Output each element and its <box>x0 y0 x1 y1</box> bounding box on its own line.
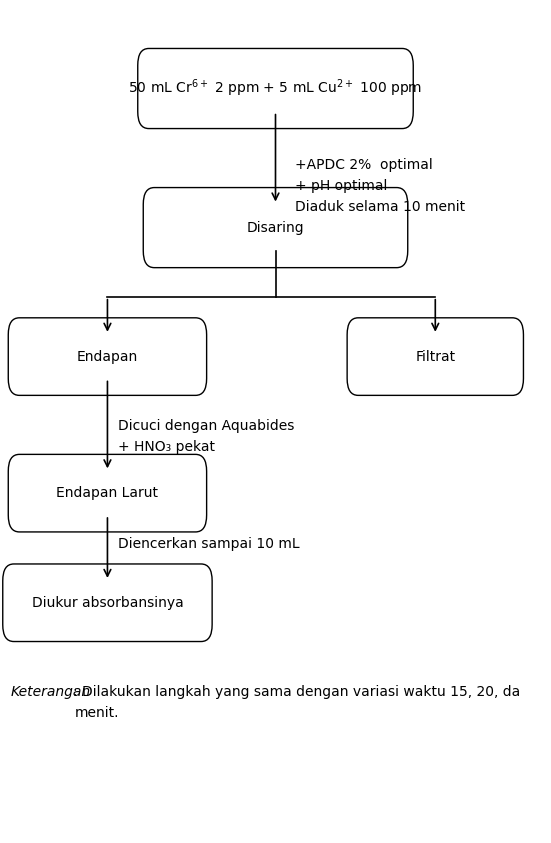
Text: Keterangan: Keterangan <box>11 685 91 699</box>
Text: 50 mL Cr$^{6+}$ 2 ppm + 5 mL Cu$^{2+}$ 100 ppm: 50 mL Cr$^{6+}$ 2 ppm + 5 mL Cu$^{2+}$ 1… <box>128 78 423 99</box>
Text: Filtrat: Filtrat <box>415 350 455 363</box>
FancyBboxPatch shape <box>138 48 413 128</box>
Text: Disaring: Disaring <box>247 221 304 234</box>
Text: Dicuci dengan Aquabides
+ HNO₃ pekat: Dicuci dengan Aquabides + HNO₃ pekat <box>118 419 295 454</box>
Text: Endapan: Endapan <box>77 350 138 363</box>
FancyBboxPatch shape <box>3 564 212 642</box>
FancyBboxPatch shape <box>8 454 207 532</box>
Text: menit.: menit. <box>74 706 119 720</box>
Text: : Dilakukan langkah yang sama dengan variasi waktu 15, 20, da: : Dilakukan langkah yang sama dengan var… <box>73 685 520 699</box>
FancyBboxPatch shape <box>143 187 408 268</box>
FancyBboxPatch shape <box>8 318 207 395</box>
FancyBboxPatch shape <box>347 318 523 395</box>
Text: Diencerkan sampai 10 mL: Diencerkan sampai 10 mL <box>118 537 300 551</box>
Text: Endapan Larut: Endapan Larut <box>56 486 159 500</box>
Text: +APDC 2%  optimal
+ pH optimal
Diaduk selama 10 menit: +APDC 2% optimal + pH optimal Diaduk sel… <box>295 158 465 213</box>
Text: Diukur absorbansinya: Diukur absorbansinya <box>31 596 183 609</box>
